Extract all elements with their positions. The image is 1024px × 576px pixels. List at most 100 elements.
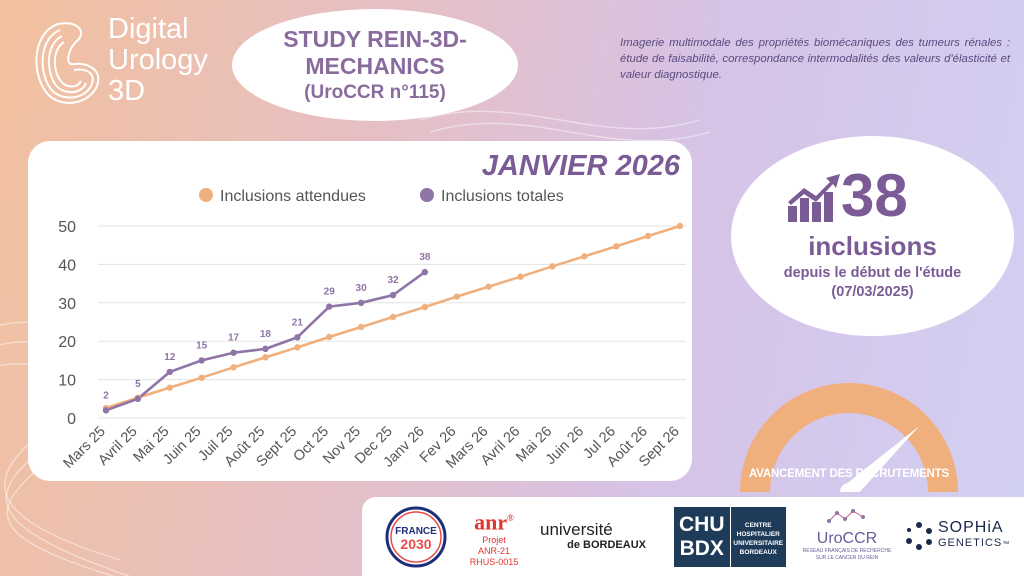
france-2030-line-2: 2030 [400,536,431,552]
y-tick-label: 40 [58,257,76,274]
data-point [102,407,110,414]
data-label: 15 [196,340,208,351]
brand-line-1: Digital [108,13,189,45]
universite-bordeaux-logo: université de BORDEAUX [540,521,652,552]
data-point [676,222,684,230]
data-label: 2 [103,390,109,401]
data-point [517,273,524,280]
data-label: 5 [135,379,141,390]
chu-side-line-1: CENTRE [744,522,772,529]
y-tick-label: 30 [58,296,76,313]
data-point [326,333,333,341]
data-point [230,364,237,371]
data-point [421,268,429,276]
sophia-line-2: GENETICS [938,537,1003,549]
y-tick-label: 50 [58,219,76,236]
uroccr-line-2: SUR LE CANCER DU REIN [815,555,879,561]
study-title: STUDY REIN-3D- MECHANICS (UroCCR n°115) [232,9,518,121]
legend-swatch-total [420,188,434,202]
chart-legend: Inclusions attendues Inclusions totales [199,188,564,205]
anr-logo: anr® Projet ANR-21 RHUS-0015 [462,507,526,568]
chu-side-line-3: UNIVERSITAIRE [733,540,784,547]
anr-project-line-1: Projet [482,535,506,546]
chart-card: JANVIER 2026 Inclusions attendues Inclus… [28,141,692,481]
anr-name: anr [474,509,508,535]
data-point [326,303,333,310]
data-point [198,357,205,364]
data-point [357,323,365,331]
inclusions-since: depuis le début de l'étude [783,265,962,281]
data-point [485,283,492,290]
uroccr-network-icon [827,509,865,523]
y-tick-label: 20 [58,334,76,351]
sophia-dots-icon [906,522,932,550]
data-label: 29 [324,287,336,298]
universite-bordeaux-line-1: université [540,520,613,539]
anr-project-line-3: RHUS-0015 [469,557,519,568]
chu-side-line-4: BORDEAUX [739,549,777,556]
data-label: 38 [419,252,431,263]
gauge-arc [740,383,958,492]
study-title-line-3: (UroCCR n°115) [304,81,446,103]
data-label: 17 [228,333,240,344]
data-point [389,291,397,299]
legend-label-total: Inclusions totales [441,188,564,205]
data-point [421,303,429,311]
legend-label-expected: Inclusions attendues [220,188,366,205]
brand-name: Digital Urology 3D [108,14,208,107]
data-point [262,345,269,353]
data-point [294,344,301,351]
study-title-line-2: MECHANICS [305,52,445,79]
data-point [389,313,397,321]
inclusions-line-chart: JANVIER 2026 Inclusions attendues Inclus… [58,150,686,472]
data-point [166,368,173,376]
data-label: 21 [292,317,304,328]
y-tick-label: 10 [58,373,76,390]
legend-swatch-expected [199,188,213,202]
data-point [166,384,173,391]
study-title-line-1: STUDY REIN-3D- [283,25,467,52]
data-point [357,299,365,306]
france-2030-line-1: FRANCE [395,526,437,537]
anr-project-line-2: ANR-21 [477,546,510,557]
chu-line-1: CHU [679,513,725,536]
brand: Digital Urology 3D [28,14,243,114]
chu-line-2: BDX [679,537,724,560]
inclusions-count: 38 [841,162,908,229]
partners-bar: FRANCE 2030 anr® Projet ANR-21 RHUS-0015… [362,497,1024,576]
gauge-needle [843,426,919,492]
sophia-genetics-logo: SOPHiA GENETICS™ [904,519,1016,553]
chart-title: JANVIER 2026 [482,150,681,182]
inclusions-summary: 38 inclusions depuis le début de l'étude… [731,136,1014,336]
data-point [581,253,588,260]
data-label: 18 [260,329,272,340]
data-point [134,395,142,402]
study-description: Imagerie multimodale des propriétés biom… [620,37,1010,81]
recruitment-gauge [740,383,958,492]
chu-side-line-2: HOSPITALIER [736,531,780,538]
data-point [549,263,556,270]
data-label: 12 [164,352,176,363]
data-label: 30 [356,283,368,294]
brand-line-3: 3D [108,75,146,107]
data-point [198,374,205,381]
inclusions-label: inclusions [808,231,937,261]
data-point [453,293,460,300]
uroccr-name: UroCCR [816,530,878,547]
data-point [294,334,301,341]
uroccr-logo: UroCCR RÉSEAU FRANÇAIS DE RECHERCHE SUR … [802,507,892,562]
gauge-label: AVANCEMENT DES RECRUTEMENTS [749,468,949,480]
data-point [262,354,269,361]
uroccr-line-1: RÉSEAU FRANÇAIS DE RECHERCHE [802,548,892,554]
france-2030-logo: FRANCE 2030 [385,506,447,568]
anr-registered-mark: ® [507,513,514,523]
universite-bordeaux-line-2: de BORDEAUX [567,539,646,551]
chu-bordeaux-logo: CHU BDX CENTRE HOSPITALIER UNIVERSITAIRE… [674,507,786,567]
brand-line-2: Urology [108,44,208,76]
data-point [230,349,237,356]
growth-chart-icon [788,174,840,222]
kidney-logo-icon [35,22,100,104]
data-point [644,232,652,240]
sophia-trademark: ™ [1002,541,1011,548]
data-label: 32 [387,275,399,286]
